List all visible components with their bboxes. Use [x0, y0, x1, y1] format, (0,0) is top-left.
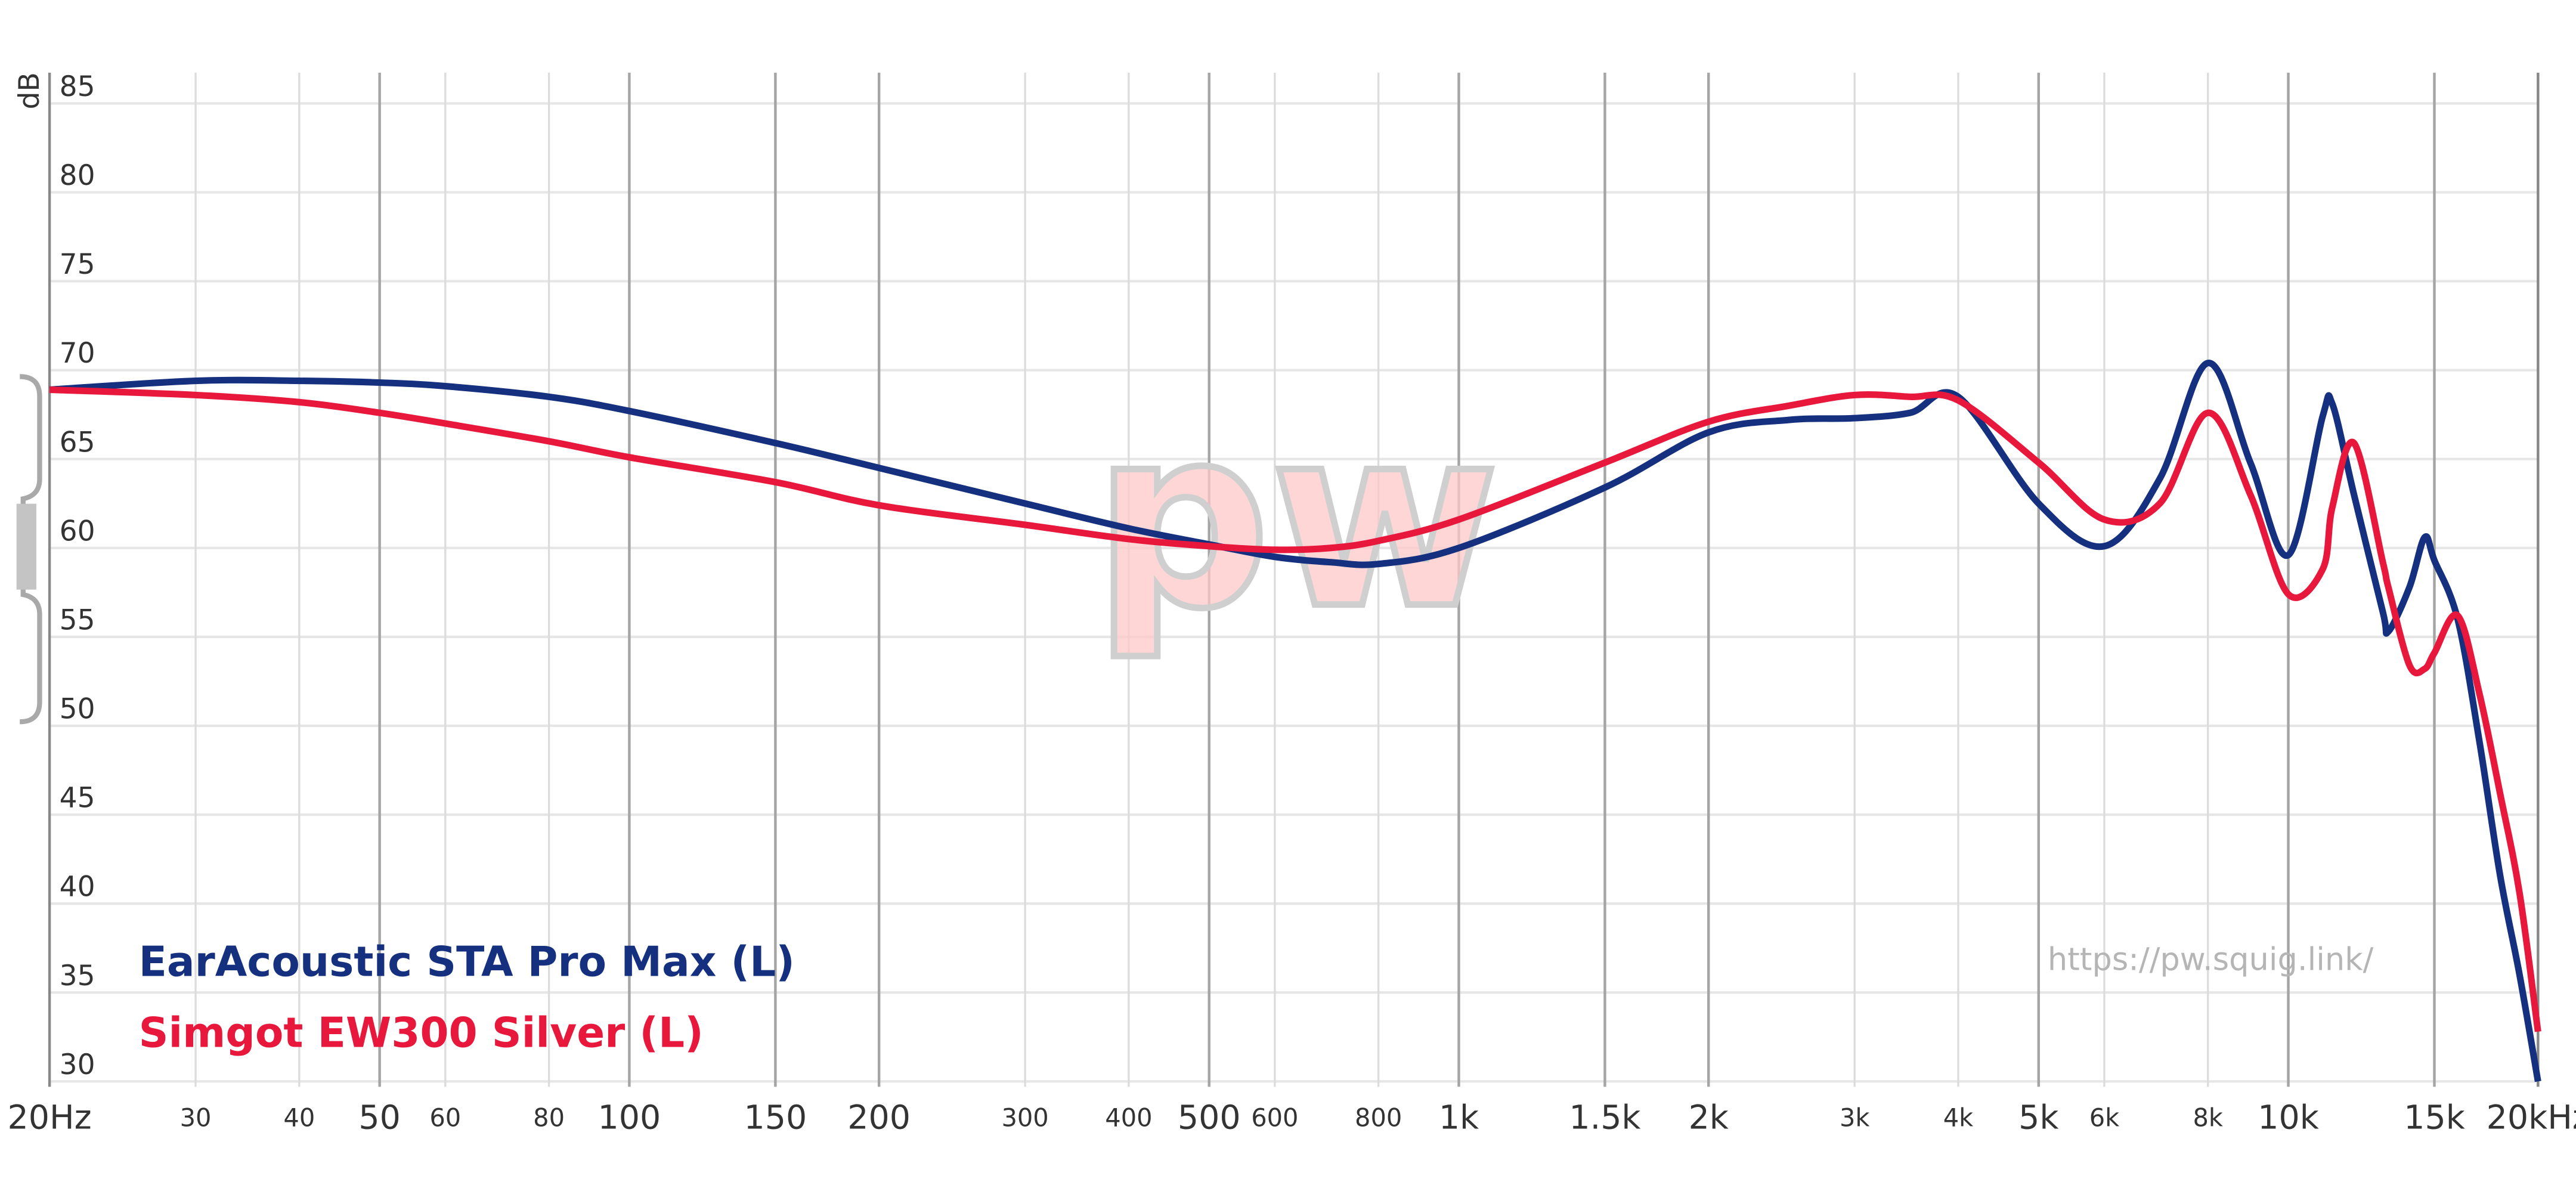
- y-tick-label: 60: [60, 515, 95, 547]
- y-axis-label: dB: [13, 72, 46, 109]
- y-tick-label: 65: [60, 426, 95, 459]
- y-tick-label: 55: [60, 604, 95, 636]
- labels: 30 35 40 45 50 55 60 65 70 75 80 85 20Hz 30 40 50 60 80 10…: [7, 70, 2576, 1137]
- y-tick-label: 35: [60, 960, 95, 992]
- series-line: [49, 386, 2541, 1032]
- x-tick-label: 3k: [1840, 1103, 1869, 1133]
- logo: pw: [1093, 375, 1499, 663]
- x-tick-label: 20Hz: [7, 1099, 91, 1137]
- x-tick-label: 8k: [2193, 1103, 2223, 1133]
- grid: [48, 72, 2540, 1087]
- x-tick-label: 30: [180, 1103, 212, 1133]
- x-tick-label: 150: [744, 1099, 807, 1137]
- watermark: https://pw.squig.link/: [2048, 941, 2374, 977]
- series-line: [49, 360, 2541, 1082]
- x-tick-label: 80: [533, 1103, 565, 1133]
- lines: [49, 360, 2541, 1082]
- y-tick-label: 80: [60, 159, 95, 192]
- x-tick-label: 1k: [1439, 1099, 1479, 1137]
- x-tick-label: 1.5k: [1569, 1099, 1640, 1137]
- x-tick-label: 6k: [2089, 1103, 2119, 1133]
- legend-entry: EarAcoustic STA Pro Max (L): [139, 938, 795, 986]
- x-tick-label: 50: [358, 1099, 400, 1137]
- x-tick-label: 10k: [2258, 1099, 2319, 1137]
- x-tick-label: 20kHz: [2487, 1099, 2576, 1137]
- x-tick-label: 600: [1251, 1103, 1298, 1133]
- x-tick-label: 800: [1355, 1103, 1402, 1133]
- x-tick-label: 4k: [1943, 1103, 1973, 1133]
- y-tick-label: 85: [60, 70, 95, 103]
- y-tick-label: 50: [60, 693, 95, 726]
- legend-entry: Simgot EW300 Silver (L): [139, 1009, 704, 1057]
- x-tick-label: 300: [1001, 1103, 1048, 1133]
- y-tick-label: 45: [60, 782, 95, 815]
- x-tick-label: 400: [1105, 1103, 1152, 1133]
- x-tick-label: 2k: [1689, 1099, 1729, 1137]
- x-tick-label: 100: [598, 1099, 661, 1137]
- x-tick-label: 200: [847, 1099, 911, 1137]
- x-tick-label: 40: [283, 1103, 315, 1133]
- y-tick-label: 75: [60, 248, 95, 281]
- x-tick-label: 15k: [2404, 1099, 2465, 1137]
- y-tick-label: 30: [60, 1048, 95, 1081]
- scale-grip[interactable]: [16, 503, 36, 590]
- y-tick-label: 70: [60, 337, 95, 370]
- x-tick-label: 5k: [2018, 1099, 2058, 1137]
- y-tick-label: 40: [60, 871, 95, 904]
- x-tick-label: 60: [429, 1103, 461, 1133]
- x-tick-label: 500: [1178, 1099, 1241, 1137]
